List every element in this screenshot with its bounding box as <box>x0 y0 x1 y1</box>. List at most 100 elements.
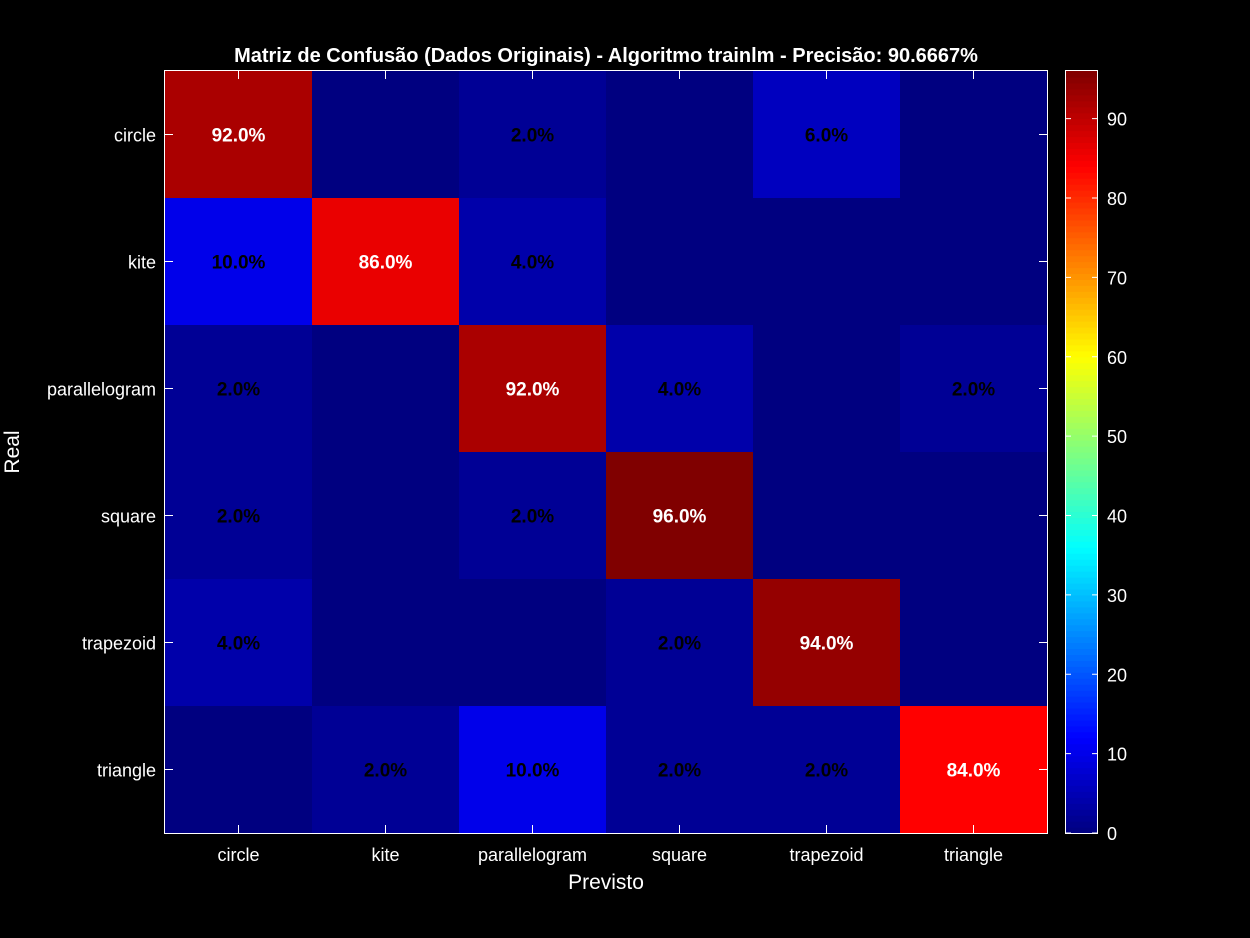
colorbar-strip <box>1066 326 1097 334</box>
colorbar-strip <box>1066 761 1097 769</box>
colorbar-strip <box>1066 362 1097 370</box>
colorbar-strip <box>1066 124 1097 132</box>
cell-labels: 92.0% 2.0% 6.0% 10.0% 86.0% 4.0% 2.0% 92.0% 4.0%… <box>212 126 1001 782</box>
colorbar-strip <box>1066 725 1097 733</box>
colorbar-strip <box>1066 76 1097 84</box>
x-tick-label: kite <box>371 845 399 865</box>
heatmap-cells <box>165 71 1048 834</box>
colorbar-strip <box>1066 600 1097 608</box>
colorbar-strip <box>1066 541 1097 548</box>
x-axis-label: Previsto <box>568 871 644 894</box>
y-tick-label: square <box>101 507 156 527</box>
cell-value-label: 2.0% <box>658 634 701 655</box>
colorbar-tick-label: 60 <box>1107 348 1127 368</box>
colorbar-strip <box>1066 713 1097 721</box>
colorbar-tick-label: 30 <box>1107 586 1127 606</box>
colorbar-strip <box>1066 71 1097 78</box>
colorbar-strip <box>1066 815 1097 822</box>
heatmap-cell <box>459 71 607 199</box>
colorbar-strip <box>1066 594 1097 602</box>
heatmap-cell <box>900 579 1048 707</box>
heatmap-cell <box>753 325 901 453</box>
colorbar-strip <box>1066 672 1097 679</box>
colorbar-strip <box>1066 487 1097 495</box>
colorbar-strip <box>1066 797 1097 804</box>
colorbar-strip <box>1066 386 1097 394</box>
colorbar-strip <box>1066 374 1097 382</box>
colorbar-strip <box>1066 803 1097 810</box>
colorbar-strip <box>1066 201 1097 209</box>
colorbar-strip <box>1066 618 1097 626</box>
y-axis-label: Real <box>1 430 24 473</box>
colorbar-strip <box>1066 356 1097 364</box>
colorbar-tick-label: 80 <box>1107 189 1127 209</box>
cell-value-label: 2.0% <box>364 761 407 782</box>
colorbar-strip <box>1066 481 1097 489</box>
colorbar-strip <box>1066 404 1097 411</box>
colorbar-strip <box>1066 82 1097 90</box>
colorbar-strip <box>1066 172 1097 179</box>
heatmap-cell <box>900 452 1048 580</box>
colorbar-strip <box>1066 303 1097 310</box>
colorbar-strip <box>1066 773 1097 781</box>
colorbar-strip <box>1066 743 1097 751</box>
colorbar-strip <box>1066 707 1097 715</box>
heatmap-cell <box>312 452 460 580</box>
colorbar-strip <box>1066 100 1097 108</box>
colorbar-strip <box>1066 160 1097 167</box>
colorbar-strip <box>1066 285 1097 292</box>
heatmap-cell <box>165 325 313 453</box>
colorbar-strip <box>1066 350 1097 358</box>
colorbar-strip <box>1066 529 1097 536</box>
colorbar-strip <box>1066 184 1097 191</box>
colorbar-tick-label: 20 <box>1107 665 1127 685</box>
heatmap-cell <box>312 706 460 834</box>
colorbar-strip <box>1066 380 1097 388</box>
colorbar-strip <box>1066 112 1097 120</box>
colorbar-strip <box>1066 511 1097 519</box>
colorbar-strip <box>1066 410 1097 417</box>
cell-value-label: 2.0% <box>952 380 995 401</box>
colorbar-strip <box>1066 577 1097 584</box>
colorbar-strip <box>1066 505 1097 513</box>
colorbar-strip <box>1066 452 1097 459</box>
colorbar-strip <box>1066 219 1097 227</box>
cell-value-label: 2.0% <box>217 380 260 401</box>
colorbar-strip <box>1066 457 1097 465</box>
colorbar-tick-label: 10 <box>1107 745 1127 765</box>
colorbar-strip <box>1066 190 1097 197</box>
x-tick-label: square <box>652 845 707 865</box>
colorbar-strip <box>1066 612 1097 620</box>
cell-value-label: 92.0% <box>212 126 266 147</box>
colorbar-strip <box>1066 749 1097 757</box>
colorbar-strip <box>1066 428 1097 435</box>
heatmap-cell <box>606 198 754 326</box>
heatmap-cell <box>606 325 754 453</box>
colorbar-strip <box>1066 475 1097 483</box>
colorbar-strip <box>1066 291 1097 298</box>
y-tick-label: kite <box>128 253 156 273</box>
colorbar-strip <box>1066 273 1097 280</box>
colorbar-strip <box>1066 231 1097 239</box>
cell-value-label: 10.0% <box>212 253 266 274</box>
colorbar-strip <box>1066 827 1097 834</box>
colorbar-strip <box>1066 523 1097 530</box>
heatmap-cell <box>900 71 1048 199</box>
colorbar-strip <box>1066 279 1097 286</box>
colorbar-strip <box>1066 196 1097 203</box>
colorbar-strip <box>1066 255 1097 263</box>
x-tick-labels: circle kite parallelogram square trapezoid tr… <box>217 845 1003 865</box>
colorbar-strip <box>1066 154 1097 161</box>
colorbar-strip <box>1066 207 1097 215</box>
heatmap-cell <box>312 71 460 199</box>
heatmap-cell <box>312 325 460 453</box>
colorbar-strip <box>1066 434 1097 441</box>
colorbar-strip <box>1066 469 1097 477</box>
cell-value-label: 96.0% <box>653 507 707 528</box>
heatmap-cell <box>312 198 460 326</box>
heatmap-cell <box>165 71 313 199</box>
y-tick-label: circle <box>114 126 156 146</box>
heatmap-cell <box>165 706 313 834</box>
cell-value-label: 2.0% <box>805 761 848 782</box>
heatmap-cell <box>606 579 754 707</box>
